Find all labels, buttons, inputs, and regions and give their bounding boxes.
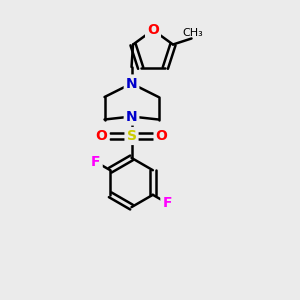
- Text: S: S: [127, 129, 136, 143]
- Text: O: O: [96, 129, 107, 143]
- Text: O: O: [147, 23, 159, 37]
- Text: N: N: [126, 76, 137, 91]
- Text: CH₃: CH₃: [183, 28, 203, 38]
- Text: F: F: [162, 196, 172, 210]
- Text: N: N: [126, 110, 137, 124]
- Text: F: F: [91, 155, 101, 169]
- Text: O: O: [156, 129, 167, 143]
